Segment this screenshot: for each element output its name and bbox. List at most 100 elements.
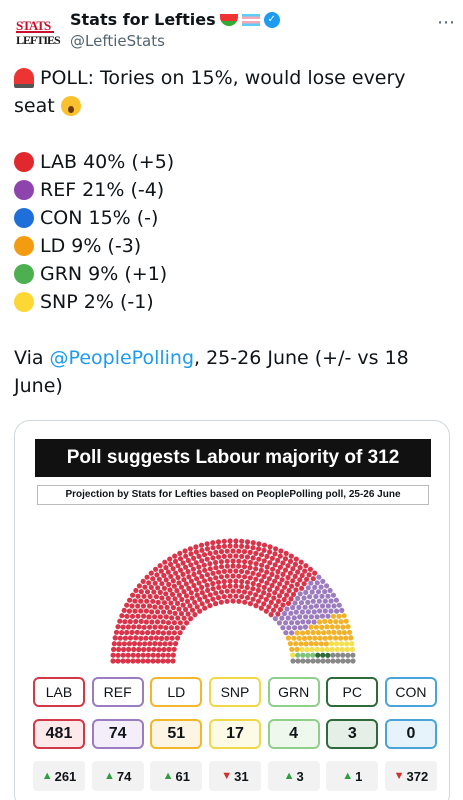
seat-dot [224, 588, 230, 594]
seat-dot [140, 578, 146, 584]
seat-dot [177, 550, 183, 556]
seat-dot [306, 572, 312, 578]
seat-dot [172, 558, 179, 564]
seat-dot [177, 556, 184, 562]
seat-dot [305, 585, 311, 591]
media-card[interactable]: Poll suggests Labour majority of 312 Pro… [14, 420, 450, 800]
seat-dot [267, 587, 273, 593]
seat-dot [184, 620, 190, 626]
seat-dot [125, 658, 131, 664]
seat-dot [256, 582, 262, 588]
seat-dot [302, 604, 308, 610]
seat-dot [340, 624, 346, 630]
seat-dot [199, 547, 205, 553]
seat-dot [152, 641, 158, 647]
seat-dot [272, 562, 278, 568]
seat-dot [250, 570, 256, 576]
seat-dot [207, 550, 213, 556]
seat-dot [182, 548, 188, 554]
seat-dot [163, 577, 169, 583]
seat-dot [253, 603, 259, 609]
party-seats-ld: 51 [150, 719, 203, 749]
seat-dot [166, 630, 172, 636]
seat-dot [135, 658, 141, 664]
seat-dot [294, 581, 300, 587]
seat-dot [186, 574, 192, 580]
seat-dot [298, 600, 305, 606]
seat-dot [218, 574, 224, 580]
seat-dot [330, 592, 336, 598]
seat-dot [189, 607, 196, 613]
seat-dot [283, 620, 289, 626]
seat-dot [301, 635, 308, 641]
seat-dot [233, 553, 239, 559]
seat-dot [126, 641, 132, 647]
via-line: June) [14, 372, 454, 400]
seat-dot [221, 543, 227, 549]
seat-dot [244, 544, 250, 550]
seat-dot [172, 553, 178, 559]
seat-dot [258, 578, 265, 584]
seat-dot [331, 603, 337, 609]
seat-dot [162, 559, 168, 565]
seat-dot [196, 553, 202, 559]
seat-dot [274, 574, 280, 580]
avatar[interactable]: STATS LEFTIES [16, 12, 61, 54]
seat-dot [227, 553, 233, 559]
seat-dot [270, 607, 277, 613]
seat-dot [279, 615, 285, 621]
seat-dot [303, 614, 309, 620]
display-name[interactable]: Stats for Lefties ✓ [70, 10, 280, 29]
seat-dot [168, 561, 174, 567]
party-label-con: CON [384, 677, 437, 707]
seat-dot [155, 652, 161, 658]
seat-dot [291, 635, 297, 641]
seat-dot [242, 559, 248, 565]
seat-dot [169, 591, 176, 597]
seat-dot [285, 635, 291, 641]
seat-dot [227, 538, 233, 544]
seat-dot [288, 610, 294, 616]
seat-dot [266, 576, 272, 582]
seat-dot [313, 593, 319, 600]
tweet-header: STATS LEFTIES Stats for Lefties ✓ @Lefti… [16, 10, 456, 56]
seat-dot [286, 625, 292, 631]
seat-dot [268, 599, 274, 605]
seat-dot [281, 584, 288, 590]
seat-dot [121, 607, 127, 613]
seat-dot [335, 652, 341, 658]
seat-dot [247, 565, 253, 571]
seat-dot [138, 635, 144, 641]
seat-dot [194, 604, 200, 610]
seat-dot [233, 593, 239, 599]
seat-dot [115, 658, 121, 664]
seat-dot [146, 614, 152, 620]
seat-dot [230, 548, 236, 554]
seat-dot [115, 652, 121, 658]
mention-link[interactable]: @PeoplePolling [49, 347, 195, 369]
seat-dot [275, 598, 282, 604]
seat-dot [293, 609, 299, 615]
result-line: GRN 9% (+1) [14, 260, 454, 288]
seat-dot [290, 652, 296, 658]
seat-dot [333, 619, 339, 625]
seat-dot [289, 620, 295, 626]
seat-dot [146, 580, 152, 586]
seat-dot [321, 630, 327, 636]
seat-dot [289, 583, 295, 589]
seat-dot [300, 652, 306, 658]
seat-dot [210, 555, 216, 561]
more-options-icon[interactable]: ⋯ [437, 12, 456, 33]
seat-dot [267, 560, 273, 566]
seat-dot [327, 635, 333, 641]
user-handle[interactable]: @LeftieStats [70, 32, 165, 50]
seat-dot [227, 568, 233, 574]
seat-dot [266, 592, 272, 598]
seat-dot [145, 652, 151, 658]
seat-dot [121, 646, 127, 653]
trans-flag-icon [241, 13, 260, 26]
triangle-up-icon: ▲ [342, 770, 354, 782]
seat-dot [150, 598, 156, 604]
seat-dot [278, 548, 284, 554]
seat-dot [141, 624, 147, 630]
